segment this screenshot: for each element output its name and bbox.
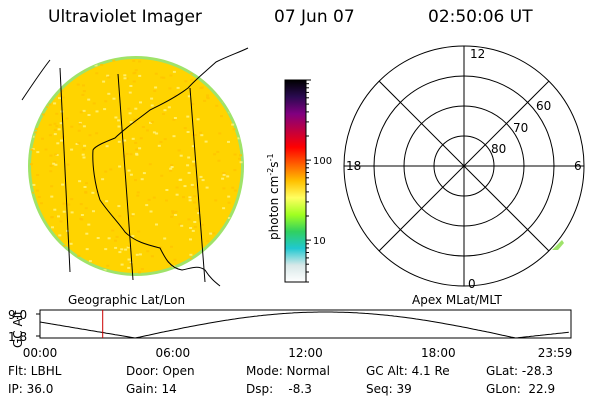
altitude-ticks [36, 313, 40, 337]
altitude-ylabel: GC Alt [11, 310, 25, 348]
polar-panel-caption: Apex MLat/MLT [412, 293, 502, 307]
xtick-label: 23:59 [538, 346, 573, 360]
color-bar-label: photon cm-2s-1 [266, 153, 281, 240]
coastline [92, 47, 249, 287]
polar-grid [343, 45, 585, 287]
color-bar-ticks [306, 79, 311, 283]
info-glon: GLon: 22.9 [486, 382, 556, 396]
color-bar-tick-labels: 100 10 [313, 156, 332, 247]
info-dsp: Dsp: -8.3 [246, 382, 312, 396]
image-panel-caption: Geographic Lat/Lon [68, 293, 186, 307]
color-bar: 100 10 photon cm-2s-1 [266, 79, 332, 283]
ytick-label: 1.8 [8, 330, 27, 344]
polar-labels: 12 6 0 18 60 70 80 [346, 47, 582, 291]
mlat-label-70: 70 [513, 121, 528, 135]
altitude-curve [39, 311, 569, 339]
meridian-line [59, 67, 71, 273]
info-filter: Flt: LBHL [8, 364, 62, 378]
xtick-label: 06:00 [156, 346, 191, 360]
polar-diagonal [378, 80, 550, 252]
altitude-frame [39, 309, 572, 339]
info-ip: IP: 36.0 [8, 382, 54, 396]
instrument-title: Ultraviolet Imager [48, 7, 202, 27]
meridian-line [117, 73, 134, 281]
geographic-grid [21, 47, 249, 287]
mlat-label-80: 80 [491, 142, 506, 156]
mlt-label-18: 18 [346, 159, 361, 173]
info-gain: Gain: 14 [126, 382, 177, 396]
xtick-label: 12:00 [288, 346, 323, 360]
auroral-image [21, 47, 249, 287]
mlt-label-6: 6 [574, 159, 582, 173]
xtick-label: 18:00 [421, 346, 456, 360]
ytick-label: 9.0 [8, 308, 27, 322]
info-door: Door: Open [126, 364, 195, 378]
time-label: 02:50:06 UT [428, 7, 533, 27]
altitude-plot: GC Alt 9.0 1.8 00:00 06:00 12:00 18:00 23:59 [8, 308, 572, 360]
color-bar-scale [284, 79, 307, 283]
meridian-line [189, 87, 206, 283]
altitude-xtick-labels: 00:00 06:00 12:00 18:00 23:59 [23, 346, 573, 360]
color-bar-tick-label: 10 [313, 236, 326, 247]
altitude-ytick-labels: 9.0 1.8 [8, 308, 27, 344]
coastline [21, 59, 51, 101]
mlt-label-0: 0 [468, 277, 476, 291]
date-label: 07 Jun 07 [274, 7, 355, 27]
info-seq: Seq: 39 [366, 382, 412, 396]
info-glat: GLat: -28.3 [486, 364, 553, 378]
xtick-label: 00:00 [23, 346, 58, 360]
info-mode: Mode: Normal [246, 364, 330, 378]
mlat-label-60: 60 [536, 99, 551, 113]
info-gc-alt: GC Alt: 4.1 Re [366, 364, 450, 378]
color-bar-tick-label: 100 [313, 156, 332, 167]
polar-aurora-patch [552, 240, 564, 250]
mlt-label-12: 12 [470, 47, 485, 61]
